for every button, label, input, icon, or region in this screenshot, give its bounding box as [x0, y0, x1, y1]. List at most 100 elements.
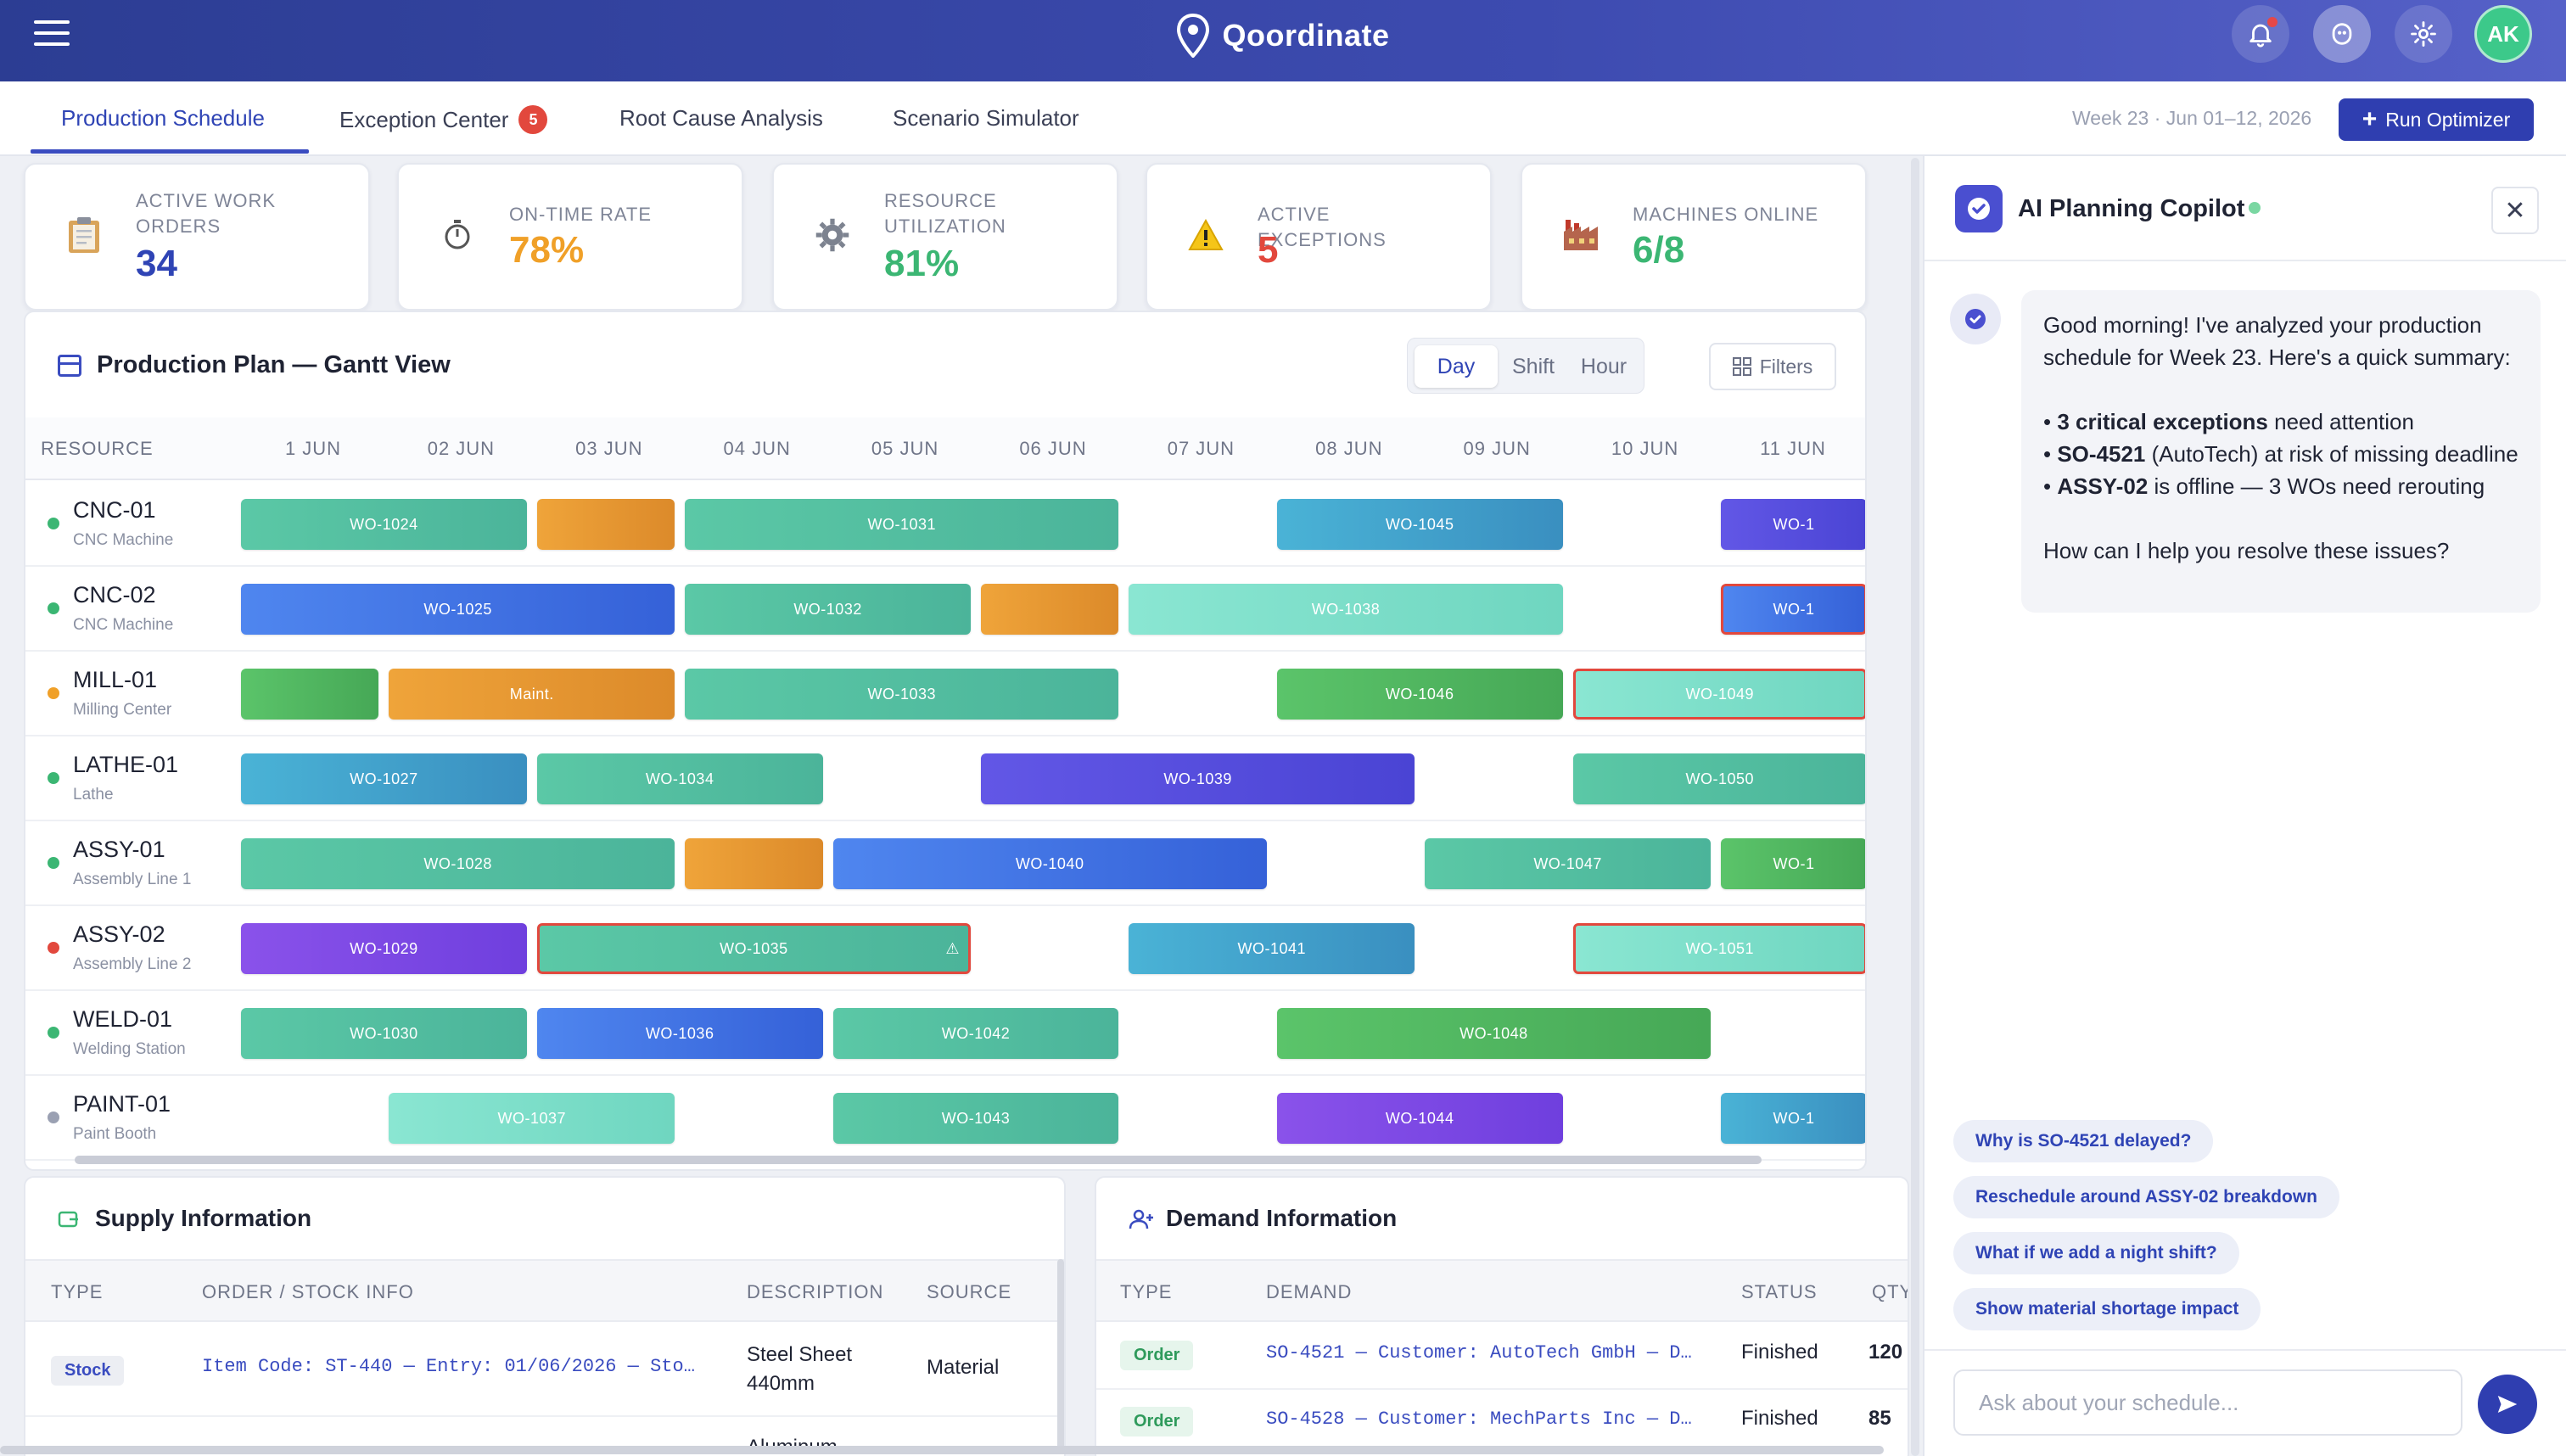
settings-button[interactable]: [2395, 5, 2452, 63]
user-avatar[interactable]: AK: [2474, 5, 2532, 63]
suggestion-chip[interactable]: Reschedule around ASSY-02 breakdown: [1953, 1176, 2339, 1218]
work-order-bar[interactable]: WO-1031: [685, 499, 1119, 550]
work-order-bar[interactable]: WO-1047: [1425, 838, 1711, 889]
work-order-bar[interactable]: WO-1: [1721, 499, 1865, 550]
active-tab-indicator: [31, 149, 309, 154]
work-order-bar[interactable]: WO-1034: [536, 753, 823, 804]
suggestion-chip[interactable]: What if we add a night shift?: [1953, 1232, 2239, 1274]
row-divider: [1096, 1388, 1908, 1390]
resource-type: Assembly Line 2: [73, 955, 192, 973]
work-order-label: WO-1034: [645, 770, 714, 787]
check-circle-icon: [1965, 309, 1986, 329]
work-order-bar[interactable]: WO-1028: [241, 838, 675, 889]
work-order-bar[interactable]: WO-1051: [1572, 923, 1865, 974]
work-order-bar[interactable]: WO-1049: [1572, 669, 1865, 720]
page-horizontal-scrollbar[interactable]: [0, 1446, 1884, 1454]
close-icon[interactable]: ✕: [2491, 187, 2539, 234]
work-order-bar[interactable]: [241, 669, 379, 720]
resource-type: Assembly Line 1: [73, 871, 192, 888]
work-order-bar[interactable]: WO-1036: [536, 1008, 823, 1059]
gantt-horizontal-scrollbar[interactable]: [75, 1156, 1762, 1164]
gantt-row: CNC-02 CNC Machine WO-1025 WO-1032 WO-1038 WO…: [25, 567, 1865, 652]
work-order-label: WO-1033: [867, 685, 937, 703]
day-column-header: 1 JUN: [284, 438, 342, 459]
resource-name[interactable]: PAINT-01: [73, 1091, 171, 1117]
copilot-chat-input[interactable]: [1953, 1369, 2462, 1436]
menu-icon[interactable]: [34, 20, 70, 46]
work-order-bar[interactable]: WO-1040: [832, 838, 1267, 889]
column-header: SOURCE: [927, 1281, 1012, 1302]
work-order-bar[interactable]: WO-1032: [685, 584, 971, 635]
stock-info[interactable]: Item Code: ST-440 — Entry: 01/06/2026 — …: [202, 1356, 695, 1377]
view-shift-button[interactable]: Shift: [1511, 354, 1555, 378]
main-vertical-scrollbar[interactable]: [1911, 158, 1919, 1456]
resource-name[interactable]: LATHE-01: [73, 752, 179, 777]
work-order-bar[interactable]: WO-1048: [1276, 1008, 1711, 1059]
work-order-bar[interactable]: WO-1033: [685, 669, 1119, 720]
send-button[interactable]: [2478, 1375, 2537, 1434]
tab-label: Production Schedule: [61, 105, 265, 131]
work-order-label: WO-1044: [1385, 1109, 1454, 1127]
kpi-label: RESOURCE UTILIZATION: [884, 190, 1006, 237]
work-order-bar[interactable]: WO-1037: [389, 1093, 675, 1144]
resource-name[interactable]: WELD-01: [73, 1006, 173, 1032]
demand-info[interactable]: SO-4528 — Customer: MechParts Inc — D…: [1266, 1408, 1692, 1430]
work-order-bar[interactable]: [981, 584, 1119, 635]
work-order-bar[interactable]: [536, 499, 675, 550]
column-header: TYPE: [51, 1281, 104, 1302]
work-order-bar[interactable]: WO-1035 ⚠: [536, 923, 971, 974]
notifications-button[interactable]: [2232, 5, 2289, 63]
tab-root-cause-analysis[interactable]: Root Cause Analysis: [619, 105, 823, 132]
kpi-value: 5: [1258, 229, 1279, 271]
resource-name[interactable]: CNC-02: [73, 582, 156, 608]
work-order-bar[interactable]: WO-1038: [1129, 584, 1563, 635]
work-order-label: WO-1039: [1163, 770, 1232, 787]
work-order-bar[interactable]: WO-1044: [1276, 1093, 1563, 1144]
work-order-bar[interactable]: WO-1042: [832, 1008, 1119, 1059]
work-order-bar[interactable]: [685, 838, 823, 889]
kpi-card-exceptions: ACTIVE EXCEPTIONS 5: [1146, 163, 1492, 311]
suggestion-chip[interactable]: Why is SO-4521 delayed?: [1953, 1120, 2214, 1162]
gantt-title: Production Plan — Gantt View: [97, 351, 451, 378]
tab-scenario-simulator[interactable]: Scenario Simulator: [893, 105, 1079, 132]
view-hour-button[interactable]: Hour: [1580, 354, 1628, 378]
work-order-bar[interactable]: WO-1027: [241, 753, 527, 804]
resource-name[interactable]: ASSY-01: [73, 837, 165, 862]
run-optimizer-button[interactable]: + Run Optimizer: [2339, 98, 2534, 141]
day-column-header: 03 JUN: [575, 438, 643, 459]
suggestion-chip[interactable]: Show material shortage impact: [1953, 1288, 2261, 1330]
filters-button[interactable]: Filters: [1709, 343, 1836, 390]
resource-name[interactable]: MILL-01: [73, 667, 158, 692]
work-order-bar[interactable]: WO-1043: [832, 1093, 1119, 1144]
work-order-bar[interactable]: WO-1045: [1276, 499, 1563, 550]
work-order-bar[interactable]: WO-1046: [1276, 669, 1563, 720]
send-icon: [2497, 1396, 2518, 1413]
work-order-bar[interactable]: WO-1025: [241, 584, 675, 635]
type-chip: Stock: [51, 1356, 125, 1386]
work-order-bar[interactable]: WO-1030: [241, 1008, 527, 1059]
tab-production-schedule[interactable]: Production Schedule: [61, 105, 265, 132]
work-order-bar[interactable]: WO-1: [1721, 584, 1865, 635]
view-day-button[interactable]: Day: [1415, 345, 1498, 388]
resource-type: Paint Booth: [73, 1125, 157, 1143]
tab-exception-center[interactable]: Exception Center 5: [339, 105, 548, 134]
work-order-bar[interactable]: WO-1029: [241, 923, 527, 974]
work-order-bar[interactable]: WO-1041: [1129, 923, 1415, 974]
supply-scrollbar[interactable]: [1057, 1259, 1064, 1454]
supply-panel: Supply Information TYPE ORDER / STOCK IN…: [24, 1176, 1066, 1456]
copilot-input-area: [1924, 1349, 2566, 1456]
resource-name[interactable]: CNC-01: [73, 497, 156, 523]
bot-avatar: [1950, 294, 2001, 344]
work-order-bar[interactable]: WO-1024: [241, 499, 527, 550]
work-order-bar[interactable]: WO-1: [1721, 1093, 1865, 1144]
work-order-bar[interactable]: WO-1: [1721, 838, 1865, 889]
demand-info[interactable]: SO-4521 — Customer: AutoTech GmbH — D…: [1266, 1342, 1692, 1364]
work-order-bar[interactable]: WO-1039: [981, 753, 1415, 804]
work-order-bar[interactable]: Maint.: [389, 669, 675, 720]
work-order-bar[interactable]: WO-1050: [1572, 753, 1865, 804]
resource-name[interactable]: ASSY-02: [73, 921, 165, 947]
week-range-label: Week 23 · Jun 01–12, 2026: [2072, 107, 2312, 129]
resource-type: Lathe: [73, 786, 114, 804]
day-column-header: 05 JUN: [871, 438, 939, 459]
copilot-toggle-button[interactable]: [2313, 5, 2371, 63]
